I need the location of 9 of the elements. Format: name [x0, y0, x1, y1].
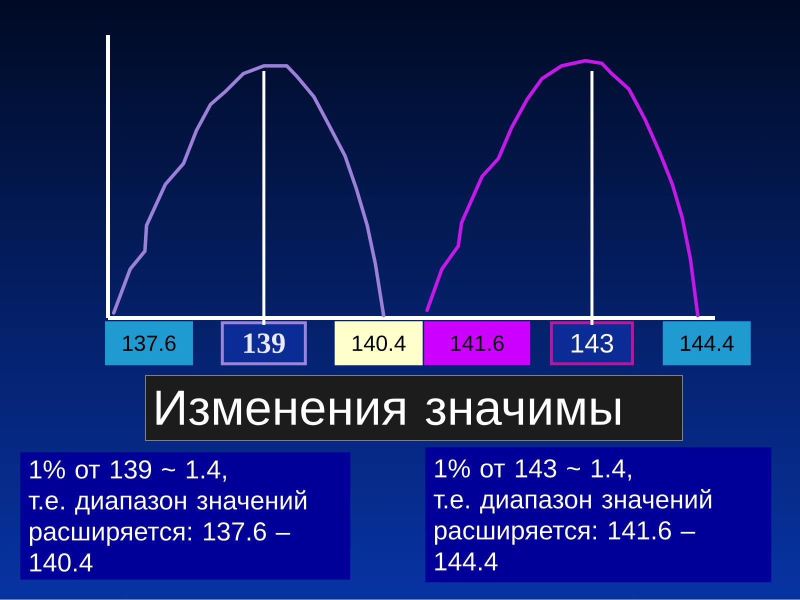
- x-tick-label: 139: [244, 333, 285, 354]
- text: 1% от 143 ~ 1.4, т.е. диапазон значений расширяется: 141.6 – 144.4: [434, 459, 712, 570]
- x-tick-label: 137.6: [123, 335, 176, 352]
- text: 1% от 139 ~ 1.4, т.е. диапазон значений расширяется: 137.6 – 140.4: [28, 460, 306, 572]
- x-tick-label: 144.4: [680, 336, 734, 351]
- x-tick-label: 141.6: [451, 335, 504, 352]
- x-tick-label: 140.4: [352, 335, 406, 352]
- x-tick-label: 143: [572, 334, 614, 353]
- text: Изменения значимы: [156, 390, 620, 426]
